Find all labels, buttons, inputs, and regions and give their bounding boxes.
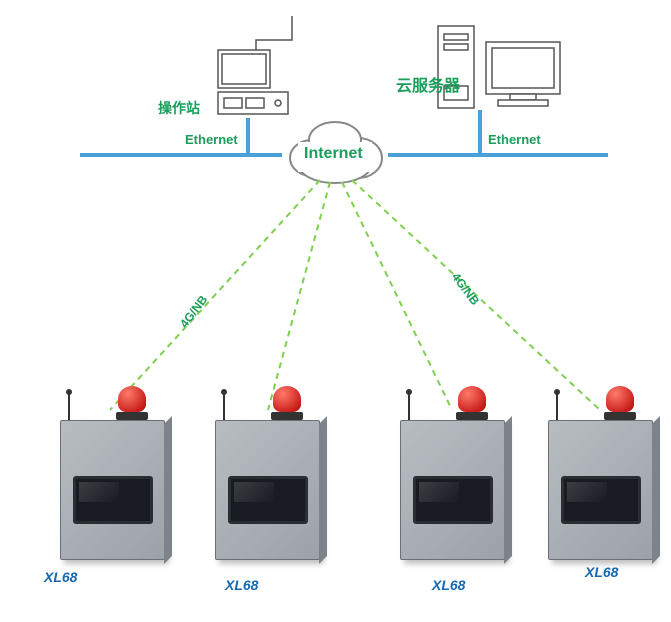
screen xyxy=(73,476,153,524)
ethernet-right-label: Ethernet xyxy=(488,132,541,147)
screen xyxy=(228,476,308,524)
workstation-icon xyxy=(218,16,292,114)
link-right-label: 4G/NB xyxy=(449,270,482,308)
antenna-icon xyxy=(556,392,558,420)
antenna-icon xyxy=(68,392,70,420)
link-2 xyxy=(268,182,330,410)
antenna-icon xyxy=(408,392,410,420)
ethernet-left-label: Ethernet xyxy=(185,132,238,147)
beacon-icon xyxy=(118,386,148,420)
workstation-label: 操作站 xyxy=(158,98,200,118)
beacon-icon xyxy=(273,386,303,420)
internet-label: Internet xyxy=(304,145,363,163)
antenna-icon xyxy=(223,392,225,420)
screen xyxy=(413,476,493,524)
beacon-icon xyxy=(458,386,488,420)
screen xyxy=(561,476,641,524)
device-3-label: XL68 xyxy=(432,577,465,593)
device-3 xyxy=(400,420,520,560)
cabinet xyxy=(215,420,320,560)
device-1 xyxy=(60,420,180,560)
device-2-label: XL68 xyxy=(225,577,258,593)
device-2 xyxy=(215,420,335,560)
link-3 xyxy=(342,182,452,410)
link-1 xyxy=(110,180,320,410)
device-4 xyxy=(548,420,668,560)
cabinet xyxy=(548,420,653,560)
cabinet xyxy=(400,420,505,560)
device-4-label: XL68 xyxy=(585,564,618,580)
link-left-label: 4G/NB xyxy=(177,293,210,331)
beacon-icon xyxy=(606,386,636,420)
cloud-server-label: 云服务器 xyxy=(396,72,460,96)
cabinet xyxy=(60,420,165,560)
device-1-label: XL68 xyxy=(44,569,77,585)
